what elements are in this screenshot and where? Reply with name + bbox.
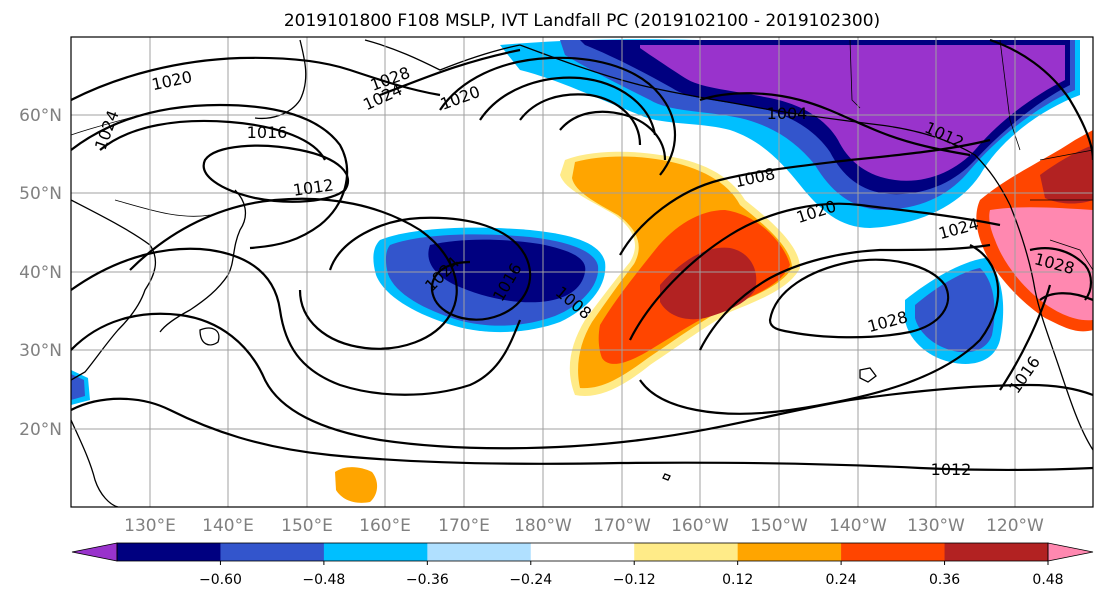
lon-label: 180°W bbox=[514, 516, 572, 536]
colorbar: −0.60 −0.48 −0.36 −0.24 −0.12 0.12 0.24 0.36 0.4… bbox=[71, 542, 1094, 588]
isobar-label: 1012 bbox=[931, 460, 972, 479]
colorbar-segment bbox=[841, 543, 946, 561]
colorbar-extend-high bbox=[1047, 542, 1094, 562]
colorbar-segment bbox=[323, 543, 428, 561]
isobar-label: 1016 bbox=[247, 123, 288, 142]
longitude-labels: 130°E 140°E 150°E 160°E 170°E 180°W 170°… bbox=[124, 516, 1044, 536]
colorbar-segment bbox=[530, 543, 635, 561]
lon-label: 160°W bbox=[671, 516, 729, 536]
figure-title: 2019101800 F108 MSLP, IVT Landfall PC (2… bbox=[284, 11, 880, 31]
graticule bbox=[71, 37, 1093, 507]
colorbar-tick-label: 0.24 bbox=[826, 572, 857, 588]
colorbar-tick-label: 0.36 bbox=[929, 572, 960, 588]
lat-label: 60°N bbox=[19, 106, 62, 126]
colorbar-tick-label: −0.60 bbox=[199, 572, 242, 588]
map-area: 1020 1028 1024 1020 1024 1016 1012 1004 … bbox=[71, 37, 1093, 507]
isobar-label: 1004 bbox=[767, 104, 808, 123]
mslp-isobars bbox=[71, 38, 1093, 471]
colorbar-segment bbox=[737, 543, 842, 561]
colorbar-tick-label: 0.12 bbox=[722, 572, 753, 588]
lon-label: 160°E bbox=[359, 516, 411, 536]
colorbar-frame bbox=[116, 542, 1049, 562]
colorbar-segment bbox=[634, 543, 739, 561]
lat-label: 20°N bbox=[19, 420, 62, 440]
lon-label: 120°W bbox=[986, 516, 1044, 536]
lon-label: 170°E bbox=[438, 516, 490, 536]
lon-label: 140°E bbox=[202, 516, 254, 536]
colorbar-tick-label: −0.12 bbox=[613, 572, 656, 588]
lon-label: 150°E bbox=[281, 516, 333, 536]
colorbar-tick-label: −0.24 bbox=[509, 572, 552, 588]
colorbar-segment bbox=[220, 543, 325, 561]
lon-label: 130°E bbox=[124, 516, 176, 536]
lon-label: 130°W bbox=[907, 516, 965, 536]
lat-label: 40°N bbox=[19, 263, 62, 283]
colorbar-tick-label: 0.48 bbox=[1032, 572, 1063, 588]
lon-label: 150°W bbox=[750, 516, 808, 536]
colorbar-segment bbox=[117, 543, 221, 561]
lon-label: 170°W bbox=[593, 516, 651, 536]
lat-label: 30°N bbox=[19, 341, 62, 361]
latitude-labels: 60°N 50°N 40°N 30°N 20°N bbox=[19, 106, 62, 440]
colorbar-segment bbox=[944, 543, 1049, 561]
map-frame bbox=[70, 36, 1094, 508]
colorbar-tick-label: −0.48 bbox=[302, 572, 345, 588]
colorbar-tick-label: −0.36 bbox=[406, 572, 449, 588]
colorbar-extend-low bbox=[71, 542, 118, 562]
colorbar-segment bbox=[427, 543, 532, 561]
ivt-negative-east bbox=[71, 258, 1004, 405]
lat-label: 50°N bbox=[19, 184, 62, 204]
ivt-negative-central bbox=[373, 227, 606, 333]
lon-label: 140°W bbox=[829, 516, 887, 536]
